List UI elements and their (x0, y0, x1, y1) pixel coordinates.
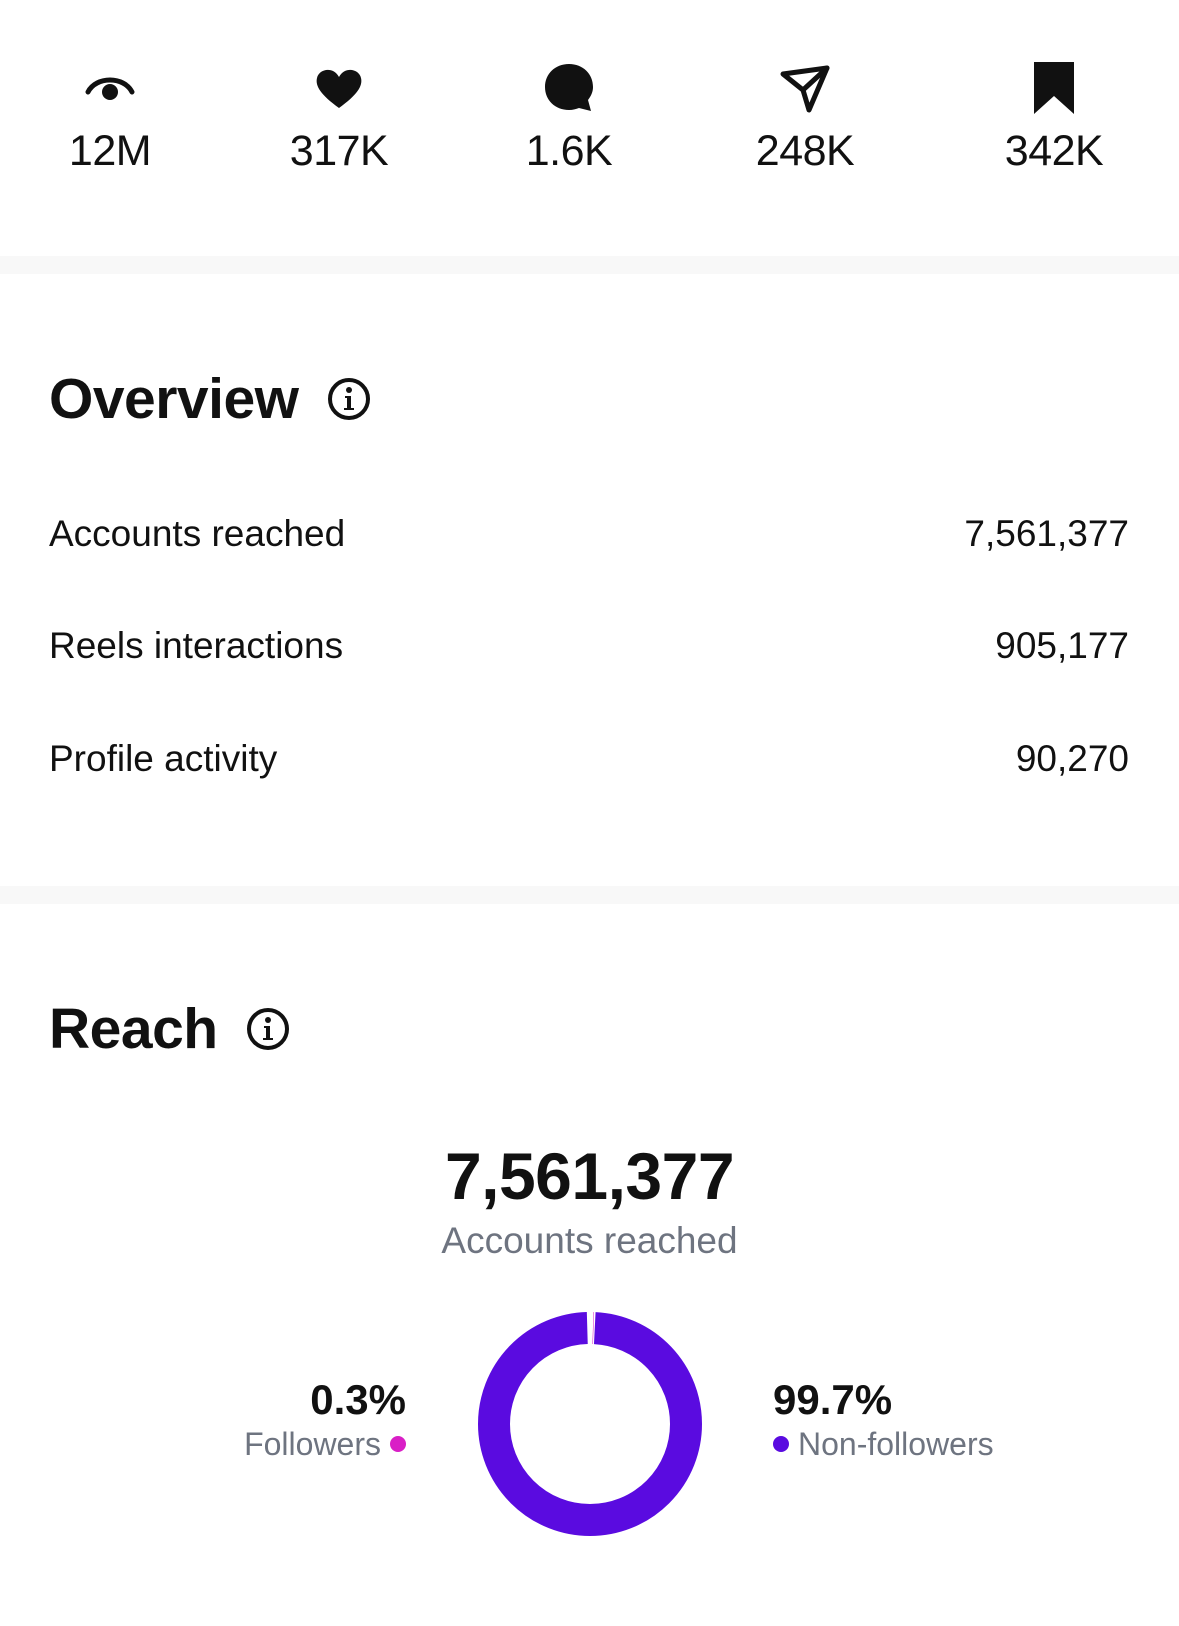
row-value: 905,177 (995, 625, 1129, 666)
stat-value: 317K (289, 127, 389, 175)
info-icon[interactable] (246, 1007, 290, 1051)
eye-icon (82, 60, 138, 116)
non-followers-label: Non-followers (798, 1426, 994, 1462)
post-stats-bar: 12M 317K 1.6K 248K (0, 0, 1179, 256)
stat-comments[interactable]: 1.6K (469, 60, 669, 180)
row-label: Profile activity (49, 738, 278, 779)
followers-label: Followers (244, 1426, 381, 1462)
legend-followers: 0.3% Followers (106, 1376, 406, 1464)
section-divider (0, 256, 1179, 274)
overview-row-reels-interactions[interactable]: Reels interactions 905,177 (49, 621, 1129, 671)
section-divider (0, 886, 1179, 904)
heart-icon (311, 60, 367, 116)
stat-shares[interactable]: 248K (705, 60, 905, 180)
row-value: 7,561,377 (964, 513, 1129, 554)
info-icon[interactable] (327, 377, 371, 421)
non-followers-dot (773, 1436, 789, 1452)
section-title: Reach (49, 997, 218, 1061)
bookmark-icon (1026, 60, 1082, 116)
stat-value: 1.6K (525, 127, 613, 175)
followers-percent: 0.3% (310, 1376, 406, 1423)
row-label: Reels interactions (49, 625, 344, 666)
followers-dot (390, 1436, 406, 1452)
stat-value: 248K (755, 127, 855, 175)
non-followers-segment (478, 1312, 702, 1536)
reach-total-value: 7,561,377 (444, 1139, 735, 1213)
section-title: Overview (49, 367, 299, 431)
overview-header: Overview (49, 366, 371, 432)
non-followers-percent: 99.7% (773, 1376, 893, 1423)
stat-likes[interactable]: 317K (239, 60, 439, 180)
comment-icon (541, 60, 597, 116)
overview-row-profile-activity[interactable]: Profile activity 90,270 (49, 734, 1129, 784)
stat-value: 12M (68, 127, 152, 175)
share-icon (777, 60, 833, 116)
stat-views[interactable]: 12M (10, 60, 210, 180)
stat-value: 342K (1004, 127, 1104, 175)
row-value: 90,270 (1015, 738, 1129, 779)
row-label: Accounts reached (49, 513, 346, 554)
reach-total-label: Accounts reached (441, 1220, 738, 1261)
reach-header: Reach (49, 996, 290, 1062)
stat-saves[interactable]: 342K (954, 60, 1154, 180)
reach-donut-chart (478, 1312, 702, 1536)
overview-row-accounts-reached[interactable]: Accounts reached 7,561,377 (49, 509, 1129, 559)
legend-non-followers: 99.7% Non-followers (773, 1376, 1073, 1464)
